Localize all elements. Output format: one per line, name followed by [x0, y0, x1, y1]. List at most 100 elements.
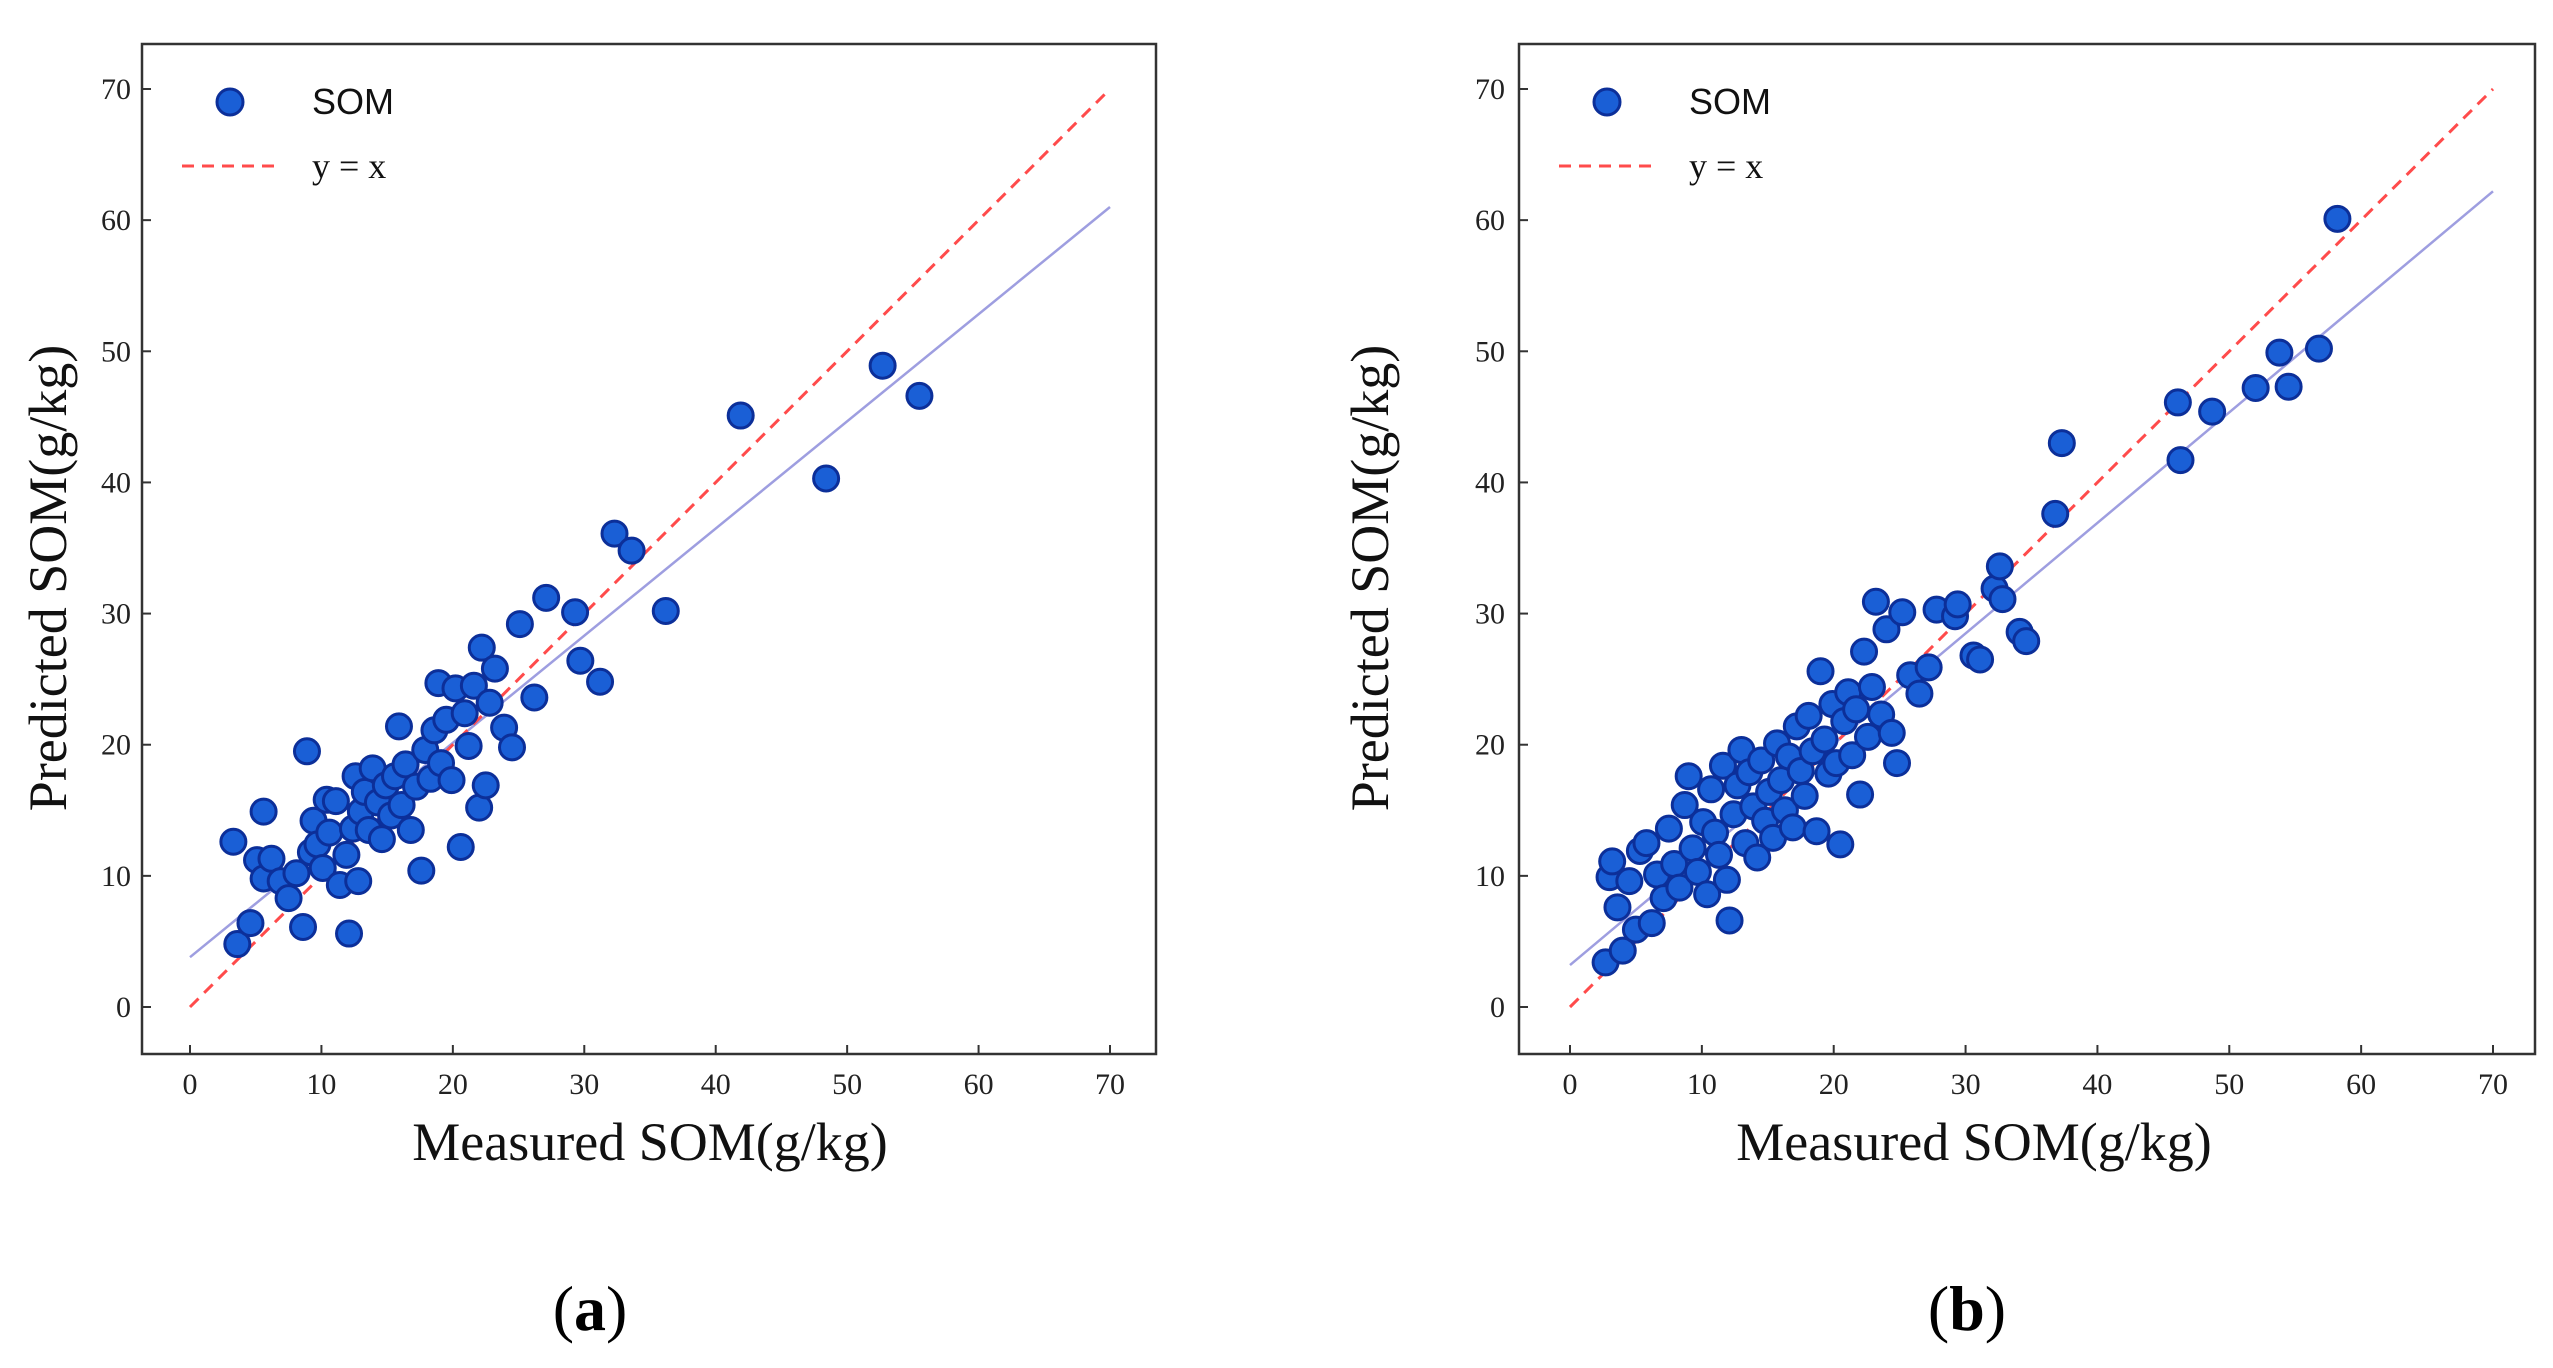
data-point [1708, 751, 1737, 780]
y-tick-label: 10 [1475, 860, 1505, 893]
data-point [407, 856, 436, 885]
data-point [1637, 909, 1666, 938]
data-point [1966, 645, 1995, 674]
data-point [391, 750, 420, 779]
y-tick-label: 20 [1475, 729, 1505, 762]
data-point [1693, 880, 1722, 909]
data-point [905, 381, 934, 410]
x-tick-label: 0 [1563, 1068, 1578, 1101]
data-point [1632, 829, 1661, 858]
data-point [1615, 867, 1644, 896]
identity-line [188, 87, 1112, 1009]
panel-letter-a: a [574, 1273, 606, 1344]
x-axis-label-a: Measured SOM(g/kg) [412, 1112, 887, 1172]
data-point [2047, 429, 2076, 458]
data-point [1838, 741, 1867, 770]
x-tick-label: 40 [701, 1068, 731, 1101]
data-point [459, 671, 488, 700]
data-point [600, 519, 629, 548]
data-point [223, 930, 252, 959]
data-point [236, 909, 265, 938]
data-point [219, 827, 248, 856]
y-tick-label: 60 [101, 204, 131, 237]
data-point [1853, 722, 1882, 751]
y-tick-label: 70 [1475, 73, 1505, 106]
data-point [335, 919, 364, 948]
data-point [2166, 446, 2195, 475]
data-point [651, 596, 680, 625]
y-tick-label: 40 [101, 466, 131, 499]
data-point [2041, 499, 2070, 528]
data-point [315, 818, 344, 847]
data-point [1678, 834, 1707, 863]
y-tick-label: 50 [1475, 335, 1505, 368]
legend-marker-som [215, 87, 245, 117]
x-tick-label: 20 [438, 1068, 468, 1101]
x-tick-label: 30 [1951, 1068, 1981, 1101]
chart-panel-a: 0 10 20 30 40 50 60 70 0 10 20 30 40 50 60 70 SOM y = x… [0, 0, 1276, 1368]
data-point [480, 654, 509, 683]
data-point [520, 683, 549, 712]
data-point [1665, 873, 1694, 902]
y-axis-label-a: Predicted SOM(g/kg) [18, 345, 78, 811]
data-point [2198, 397, 2227, 426]
legend-label-som: SOM [1689, 81, 1771, 122]
data-point [1842, 695, 1871, 724]
data-point [498, 733, 526, 762]
data-point [505, 610, 534, 639]
data-point [586, 667, 615, 696]
data-point [387, 791, 416, 820]
data-point [292, 737, 321, 766]
data-point [475, 688, 504, 717]
data-point [396, 815, 425, 844]
data-point [1806, 657, 1835, 686]
y-tick-label: 30 [1475, 598, 1505, 631]
data-point [274, 884, 303, 913]
y-tick-label: 0 [116, 991, 131, 1024]
data-point [617, 536, 646, 565]
data-point [249, 797, 278, 826]
scatter-chart-a: 0 10 20 30 40 50 60 70 0 10 20 30 40 50 60 70 SOM y = x… [0, 0, 1276, 1368]
data-point [282, 859, 311, 888]
x-tick-label: 50 [832, 1068, 862, 1101]
legend-label-identity-line: y = x [312, 146, 386, 186]
plot-area-a: 0 10 20 30 40 50 60 70 0 10 20 30 40 50 60 70 [101, 42, 1158, 1101]
data-point [450, 699, 479, 728]
data-point [2241, 374, 2270, 403]
data-point [1712, 865, 1741, 894]
data-point [532, 583, 561, 612]
x-tick-label: 10 [1687, 1068, 1717, 1101]
data-point [1877, 718, 1906, 747]
legend-a: SOM y = x [182, 81, 394, 186]
x-tick-label: 50 [2214, 1068, 2244, 1101]
data-point [1715, 906, 1744, 935]
data-point [321, 787, 350, 816]
data-point [1888, 598, 1917, 627]
x-tick-label: 70 [2478, 1068, 2508, 1101]
data-point [561, 598, 590, 627]
legend-label-som: SOM [312, 81, 394, 122]
data-point [1674, 762, 1703, 791]
x-tick-label: 60 [964, 1068, 994, 1101]
data-point [1872, 615, 1901, 644]
data-point [367, 825, 396, 854]
data-point [467, 633, 496, 662]
y-tick-label: 70 [101, 73, 131, 106]
y-tick-label: 10 [101, 860, 131, 893]
data-point [812, 464, 841, 493]
chart-background [0, 0, 1276, 1368]
plot-frame [140, 42, 1158, 1056]
data-point [454, 732, 483, 761]
identity-line [1568, 87, 2495, 1009]
data-point [1670, 791, 1699, 820]
data-point [1704, 840, 1733, 869]
data-point [2323, 204, 2352, 233]
data-point [1810, 725, 1839, 754]
chart-panel-b: 0 10 20 30 40 50 60 70 0 10 20 30 40 50 60 70 SOM y = x… [1277, 0, 2553, 1368]
data-point [1802, 817, 1831, 846]
data-point [2012, 627, 2041, 656]
plot-frame [1517, 42, 2537, 1056]
x-tick-label: 30 [569, 1068, 599, 1101]
data-point [1794, 701, 1823, 730]
data-point [726, 401, 755, 430]
